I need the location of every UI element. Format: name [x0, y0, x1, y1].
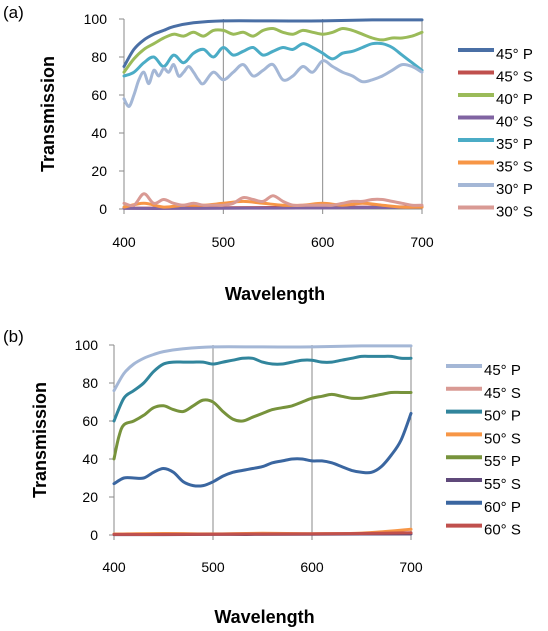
chart-b-ytick-label-20: 20	[82, 489, 98, 505]
chart-a-legend-label-6: 30° P	[496, 181, 533, 198]
chart-a-series-line-7	[122, 192, 424, 208]
chart-b-legend-label-6: 60° P	[484, 499, 521, 516]
chart-b-y-axis-title: Transmission	[30, 382, 50, 498]
chart-a-legend-label-3: 40° S	[496, 114, 533, 131]
chart-b-legend-label-5: 55° S	[484, 476, 521, 493]
chart-a-series-line-2	[122, 26, 424, 74]
chart-b-legend-label-2: 50° P	[484, 408, 521, 425]
chart-a-xtick-label-600: 600	[311, 234, 335, 250]
chart-b-ytick-label-60: 60	[82, 413, 98, 429]
chart-b-xtick-label-700: 700	[399, 559, 423, 575]
chart-a-ytick-label-40: 40	[91, 125, 107, 141]
chart-a-legend-label-2: 40° P	[496, 91, 533, 108]
chart-a-series-line-3	[122, 205, 424, 210]
chart-b-legend-label-7: 60° S	[484, 522, 521, 539]
chart-b-xtick-label-400: 400	[102, 559, 126, 575]
chart-b-legend-label-4: 55° P	[484, 453, 521, 470]
panel-a-label: (a)	[3, 3, 24, 22]
chart-a-ytick-label-80: 80	[91, 49, 107, 65]
chart-b-xtick-label-600: 600	[300, 559, 324, 575]
chart-b-ytick-label-0: 0	[90, 527, 98, 543]
chart-b-xtick-label-500: 500	[201, 559, 225, 575]
chart-a-legend-label-5: 35° S	[496, 159, 533, 176]
chart-b-legend-label-3: 50° S	[484, 430, 521, 447]
chart-a-x-axis-title: Wavelength	[225, 284, 325, 304]
chart-a-y-axis-title: Transmission	[38, 56, 58, 172]
chart-a-legend-label-4: 35° P	[496, 136, 533, 153]
chart-a-xtick-label-700: 700	[410, 234, 434, 250]
chart-b-series-line-7	[112, 531, 413, 536]
chart-a-series-line-6	[122, 59, 424, 108]
chart-a-ytick-label-100: 100	[84, 11, 108, 27]
chart-b-series-line-6	[112, 411, 413, 488]
chart-a-legend-label-7: 30° S	[496, 204, 533, 221]
chart-a-series-line-0	[122, 18, 424, 68]
chart-a-legend-label-0: 45° P	[496, 46, 533, 63]
chart-a-series-line-4	[122, 41, 424, 78]
panel-b-label: (b)	[3, 327, 24, 346]
chart-a-xtick-label-500: 500	[212, 234, 236, 250]
chart-b-series-line-2	[112, 354, 413, 423]
chart-a-ytick-label-0: 0	[99, 201, 107, 217]
chart-b-ytick-label-100: 100	[75, 337, 99, 353]
chart-b-legend-label-1: 45° S	[484, 385, 521, 402]
chart-b-ytick-label-40: 40	[82, 451, 98, 467]
chart-b-series-line-4	[112, 390, 413, 461]
chart-b-x-axis-title: Wavelength	[214, 607, 314, 627]
chart-a-ytick-label-20: 20	[91, 163, 107, 179]
chart-a-ytick-label-60: 60	[91, 87, 107, 103]
chart-b-ytick-label-80: 80	[82, 375, 98, 391]
chart-a-series-line-5	[122, 199, 424, 209]
chart-b-series-line-0	[112, 344, 413, 393]
chart-a-xtick-label-400: 400	[112, 234, 136, 250]
chart-b-legend-label-0: 45° P	[484, 362, 521, 379]
chart-a-legend-label-1: 45° S	[496, 69, 533, 86]
